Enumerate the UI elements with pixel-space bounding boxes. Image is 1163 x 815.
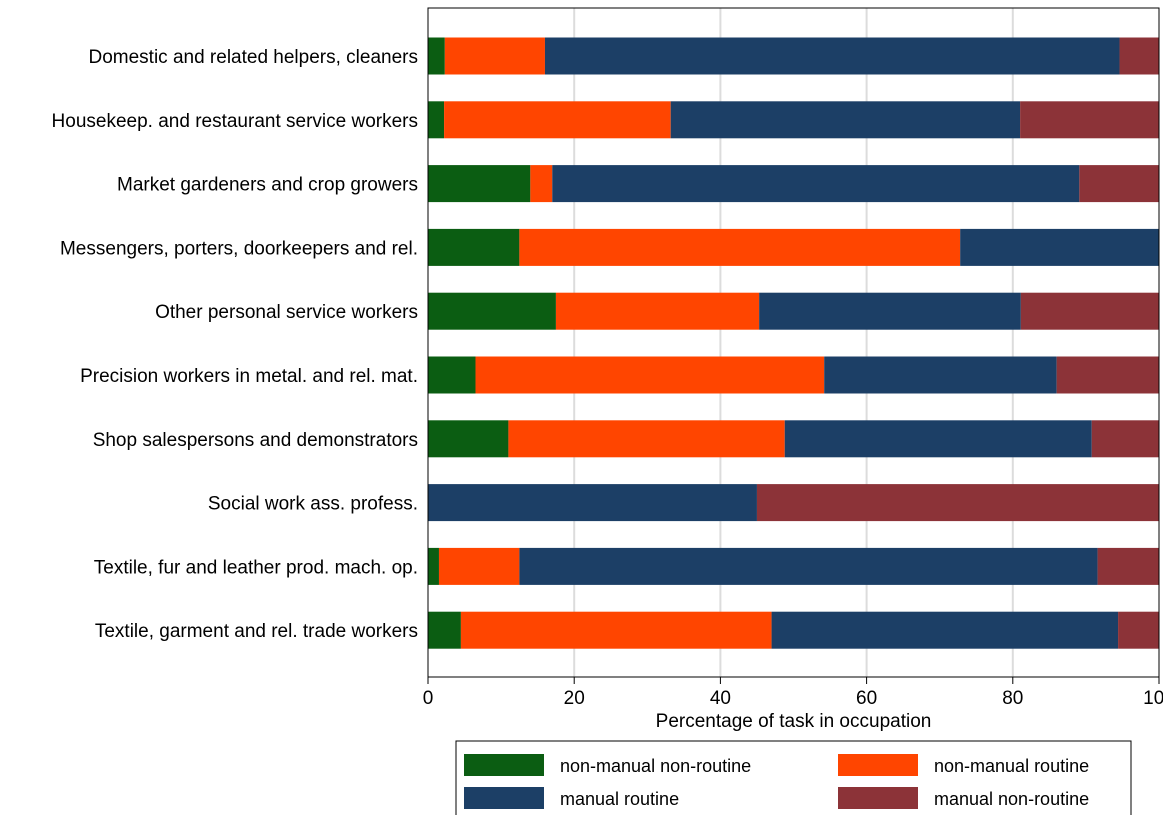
x-tick-label: 0	[423, 688, 434, 709]
category-label: Precision workers in metal. and rel. mat…	[80, 366, 418, 387]
bar-segment	[428, 101, 445, 139]
legend-swatch	[464, 787, 544, 809]
bar-segment	[444, 37, 545, 75]
legend-label: manual non-routine	[934, 789, 1089, 809]
bar-segment	[670, 101, 1021, 139]
bar-segment	[1020, 101, 1159, 139]
bar-segment	[428, 484, 757, 522]
legend-swatch	[838, 754, 918, 776]
bar-segment	[428, 37, 445, 75]
category-label: Domestic and related helpers, cleaners	[88, 47, 418, 68]
bar-segment	[438, 547, 520, 585]
bar-segment	[552, 165, 1080, 203]
bar-segment	[771, 611, 1119, 649]
bar-segment	[508, 420, 785, 458]
plot-frame	[427, 7, 1160, 678]
legend-box	[455, 740, 1132, 815]
category-label: Textile, garment and rel. trade workers	[95, 621, 418, 642]
bar-segment	[428, 292, 556, 330]
legend-label: non-manual routine	[934, 756, 1089, 776]
bar-segment	[444, 101, 671, 139]
x-tick-label: 40	[710, 688, 731, 709]
bar-segment	[428, 611, 461, 649]
bar-segment	[428, 228, 520, 266]
bar-segment	[1020, 292, 1159, 330]
x-tick-label: 60	[856, 688, 877, 709]
bar-segment	[1079, 165, 1159, 203]
category-label: Social work ass. profess.	[208, 494, 418, 515]
bars	[428, 37, 1159, 649]
bar-segment	[555, 292, 760, 330]
x-axis-ticks: 0 20 40 60 80 100	[423, 677, 1163, 709]
bar-segment	[428, 420, 509, 458]
bar-segment	[475, 356, 825, 394]
legend-label: manual routine	[560, 789, 679, 809]
bar-segment	[1091, 420, 1159, 458]
bar-segment	[530, 165, 553, 203]
bar-segment	[460, 611, 772, 649]
legend: non-manual non-routine non-manual routine…	[455, 740, 1132, 815]
bar-segment	[428, 165, 531, 203]
bar-segment	[756, 484, 1159, 522]
x-axis-title: Percentage of task in occupation	[656, 711, 932, 732]
category-label: Housekeep. and restaurant service worker…	[52, 111, 418, 132]
category-label: Market gardeners and crop growers	[117, 175, 418, 196]
bar-segment	[428, 547, 439, 585]
bar-segment	[519, 228, 961, 266]
bar-segment	[544, 37, 1120, 75]
bar-segment	[784, 420, 1092, 458]
category-label: Shop salespersons and demonstrators	[93, 430, 418, 451]
legend-swatch	[464, 754, 544, 776]
bar-segment	[759, 292, 1021, 330]
category-label: Other personal service workers	[155, 302, 418, 323]
bar-segment	[428, 356, 476, 394]
bar-segment	[1118, 611, 1159, 649]
bar-segment	[519, 547, 1098, 585]
bar-segment	[960, 228, 1159, 266]
bar-segment	[1097, 547, 1159, 585]
legend-swatch	[838, 787, 918, 809]
x-tick-label: 20	[564, 688, 585, 709]
category-labels: Domestic and related helpers, cleaners Ho…	[52, 47, 418, 642]
bar-segment	[1056, 356, 1159, 394]
legend-label: non-manual non-routine	[560, 756, 751, 776]
bar-segment	[824, 356, 1057, 394]
x-tick-label: 100	[1143, 688, 1163, 709]
category-label: Messengers, porters, doorkeepers and rel…	[60, 238, 418, 259]
x-tick-label: 80	[1002, 688, 1023, 709]
bar-segment	[1119, 37, 1159, 75]
category-label: Textile, fur and leather prod. mach. op.	[94, 557, 418, 578]
